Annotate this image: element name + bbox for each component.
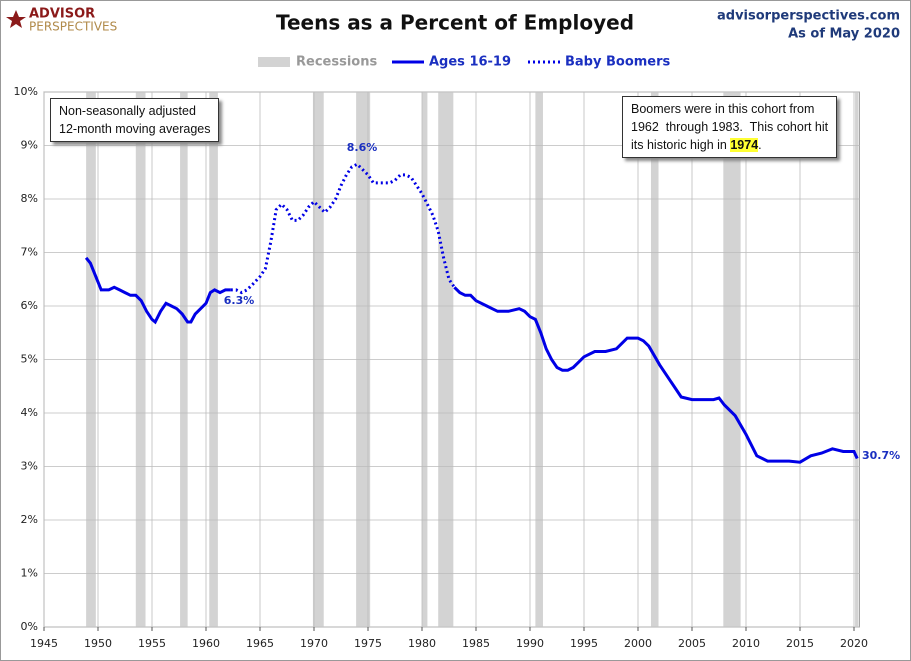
- as-of: As of May 2020: [788, 27, 900, 42]
- y-tick-label: 10%: [14, 85, 38, 98]
- x-tick-label: 1985: [462, 637, 490, 650]
- x-tick-label: 1975: [354, 637, 382, 650]
- x-tick-label: 1990: [516, 637, 544, 650]
- logo-bottom: PERSPECTIVES: [29, 20, 117, 34]
- legend-swatch: [258, 57, 290, 67]
- annotation: 6.3%: [224, 294, 255, 307]
- x-tick-label: 2020: [840, 637, 868, 650]
- x-tick-label: 2005: [678, 637, 706, 650]
- note-box: Non-seasonally adjusted 12-month moving a…: [50, 98, 220, 142]
- y-tick-label: 6%: [21, 299, 38, 312]
- note-line: 1962 through 1983. This cohort hit: [631, 120, 829, 134]
- x-tick-label: 2015: [786, 637, 814, 650]
- note-line: its historic high in 1974.: [631, 136, 828, 154]
- y-tick-label: 2%: [21, 513, 38, 526]
- annotation: 30.7%: [862, 449, 900, 462]
- legend-label: Ages 16-19: [429, 55, 511, 70]
- y-tick-label: 5%: [21, 353, 38, 366]
- y-tick-label: 4%: [21, 406, 38, 419]
- x-tick-label: 1970: [300, 637, 328, 650]
- note-highlight: 1974: [730, 138, 759, 152]
- x-tick-label: 1965: [246, 637, 274, 650]
- legend-label: Recessions: [296, 55, 377, 70]
- note-line: Boomers were in this cohort from: [631, 102, 815, 116]
- y-tick-label: 1%: [21, 567, 38, 580]
- logo-icon: [6, 10, 26, 28]
- note-box: Boomers were in this cohort from 1962 thr…: [622, 96, 838, 158]
- x-tick-label: 1945: [30, 637, 58, 650]
- y-tick-label: 7%: [21, 246, 38, 259]
- x-tick-label: 1995: [570, 637, 598, 650]
- note-text: its historic high in: [631, 138, 731, 152]
- x-tick-label: 1960: [192, 637, 220, 650]
- legend-label: Baby Boomers: [565, 55, 671, 70]
- y-tick-label: 0%: [21, 620, 38, 633]
- x-tick-label: 1955: [138, 637, 166, 650]
- x-tick-label: 2010: [732, 637, 760, 650]
- chart-title: Teens as a Percent of Employed: [276, 11, 634, 35]
- y-tick-label: 8%: [21, 192, 38, 205]
- x-tick-label: 1980: [408, 637, 436, 650]
- series-line: [230, 162, 456, 295]
- logo-top: ADVISOR: [29, 7, 95, 22]
- x-tick-label: 1950: [84, 637, 112, 650]
- series-line: [453, 286, 859, 464]
- x-tick-label: 2000: [624, 637, 652, 650]
- site: advisorperspectives.com: [717, 9, 900, 24]
- y-tick-label: 9%: [21, 139, 38, 152]
- series-line: [84, 256, 231, 325]
- annotation: 8.6%: [347, 141, 378, 154]
- note-text: .: [758, 138, 762, 152]
- y-tick-label: 3%: [21, 460, 38, 473]
- note-line: Non-seasonally adjusted: [59, 104, 196, 118]
- note-line: 12-month moving averages: [59, 122, 211, 136]
